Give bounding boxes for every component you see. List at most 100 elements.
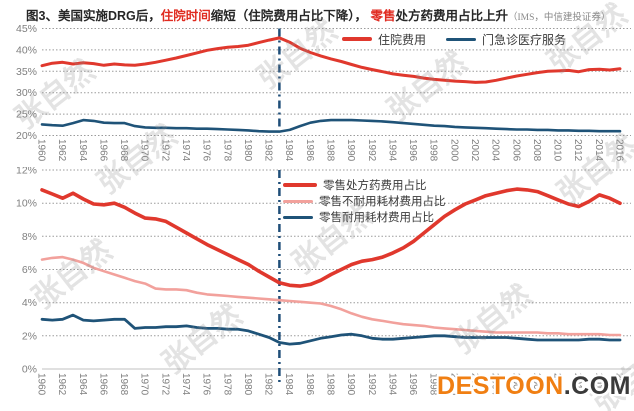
x-tick-label: 1986 (304, 139, 315, 162)
x-tick-label: 2010 (552, 139, 563, 162)
y-tick-label: 10% (16, 198, 37, 210)
destoon-brand-text: DESTOON (437, 372, 564, 400)
x-tick-label: 1962 (56, 139, 67, 162)
inpatient-line-swatch (342, 37, 372, 41)
series-line-red (40, 187, 622, 288)
y-tick-label: 6% (22, 264, 37, 276)
bottom-chart: 0% 2% 4% 6% 8% 10% 12% 1960 1962 1964 1966 1968 1970… (16, 167, 631, 396)
legend-item-inpatient: 住院费用 (342, 31, 426, 47)
x-tick-label: 1980 (242, 139, 253, 162)
y-tick-label: 30% (16, 87, 37, 99)
x-tick-label: 1968 (118, 139, 129, 162)
series-line-red (40, 36, 622, 84)
y-tick-label: 2% (22, 330, 37, 342)
x-tick-label: 1994 (386, 139, 397, 162)
x-tick-label: 1960 (36, 373, 47, 396)
x-tick-label: 1980 (242, 373, 253, 396)
x-tick-label: 2016 (614, 373, 625, 396)
legend-item-nondurable: 零售不耐用耗材费用占比 (283, 193, 446, 209)
x-tick-label: 2014 (593, 373, 604, 396)
durable-line-swatch (283, 215, 313, 219)
x-tick-label: 1966 (97, 373, 108, 396)
x-tick-label: 2012 (572, 139, 583, 162)
y-tick-label: 40% (16, 44, 37, 56)
destoon-watermark: DESTOON.COM (437, 372, 631, 401)
x-tick-label: 1998 (428, 373, 439, 396)
x-tick-label: 1984 (283, 139, 294, 162)
x-tick-label: 1970 (139, 139, 150, 162)
outpatient-line-swatch (446, 37, 477, 41)
x-tick-label: 1986 (304, 373, 315, 396)
legend-item-outpatient: 门急诊医疗服务 (446, 31, 566, 47)
title-segment: （IMS，中信建投证券） (508, 13, 611, 23)
x-tick-label: 2002 (469, 373, 480, 396)
x-tick-label: 1996 (407, 373, 418, 396)
x-tick-label: 1976 (201, 373, 212, 396)
x-tick-label: 1996 (407, 139, 418, 162)
title-segment: 零售 (370, 9, 396, 23)
legend-item-rx-drug: 零售处方药费用占比 (283, 177, 446, 193)
legend-item-durable: 零售耐用耗材费用占比 (283, 209, 446, 225)
x-tick-label: 1974 (180, 373, 191, 396)
destoon-suffix-text: .COM (563, 372, 631, 400)
y-tick-label: 0% (22, 364, 37, 376)
top-chart: 20% 25% 30% 35% 40% 45% 1960 1962 1964 1966 1968 19… (16, 24, 631, 162)
x-tick-label: 2016 (614, 139, 625, 162)
x-tick-label: 1982 (263, 373, 274, 396)
x-tick-label: 1964 (77, 373, 88, 396)
x-tick-label: 1992 (366, 139, 377, 162)
y-tick-label: 25% (16, 109, 37, 121)
x-tick-label: 2008 (531, 139, 542, 162)
x-tick-label: 2004 (490, 139, 501, 162)
legend-label: 零售耐用耗材费用占比 (319, 212, 434, 224)
x-tick-label: 1982 (263, 139, 274, 162)
x-tick-label: 2008 (531, 373, 542, 396)
x-tick-label: 2014 (593, 139, 604, 162)
x-tick-label: 1966 (97, 139, 108, 162)
y-tick-label: 12% (16, 167, 37, 177)
y-tick-label: 45% (16, 24, 37, 35)
x-tick-label: 1988 (325, 373, 336, 396)
legend-label: 门急诊医疗服务 (482, 32, 567, 47)
x-tick-label: 2012 (572, 373, 583, 396)
legend-label: 零售处方药费用占比 (323, 180, 427, 192)
x-tick-label: 1984 (283, 373, 294, 396)
x-tick-label: 1968 (118, 373, 129, 396)
figure-title: 图3、美国实施DRG后，住院时间缩短（住院费用占比下降）， 零售处方药费用占比上… (26, 5, 610, 24)
x-tick-label: 1972 (159, 139, 170, 162)
legend-label: 住院费用 (378, 32, 427, 47)
y-tick-label: 8% (22, 231, 37, 243)
x-tick-label: 1960 (36, 139, 47, 162)
x-tick-label: 1962 (56, 373, 67, 396)
top-chart-legend: 住院费用 门急诊医疗服务 (342, 31, 566, 47)
series-line-blue (40, 313, 622, 346)
rx-drug-line-swatch (283, 183, 317, 187)
x-tick-label: 1978 (221, 373, 232, 396)
x-tick-label: 2002 (469, 139, 480, 162)
x-tick-label: 1998 (428, 139, 439, 162)
x-tick-label: 2000 (448, 373, 459, 396)
series-line-pink (40, 255, 622, 337)
x-tick-label: 1990 (345, 373, 356, 396)
y-tick-label: 4% (22, 297, 37, 309)
x-tick-label: 1994 (386, 373, 397, 396)
title-segment: 缩短（住院费用占比下降）， (210, 9, 371, 23)
x-tick-label: 1976 (201, 139, 212, 162)
x-tick-label: 1988 (325, 139, 336, 162)
title-segment: 住院时间 (160, 9, 211, 23)
x-tick-label: 1992 (366, 373, 377, 396)
x-tick-label: 2004 (490, 373, 501, 396)
x-tick-label: 2000 (448, 139, 459, 162)
bottom-chart-legend: 零售处方药费用占比 零售不耐用耗材费用占比 零售耐用耗材费用占比 (283, 177, 446, 225)
x-tick-label: 2006 (510, 373, 521, 396)
x-tick-label: 1978 (221, 139, 232, 162)
x-tick-label: 1990 (345, 139, 356, 162)
series-line-blue (40, 118, 622, 133)
x-tick-label: 1972 (159, 373, 170, 396)
title-segment: 图3、美国实施DRG后， (26, 9, 161, 23)
legend-label: 零售不耐用耗材费用占比 (319, 196, 446, 208)
title-segment: 处方药费用占比上升 (395, 9, 509, 23)
x-tick-label: 1964 (77, 139, 88, 162)
x-tick-label: 2010 (552, 373, 563, 396)
